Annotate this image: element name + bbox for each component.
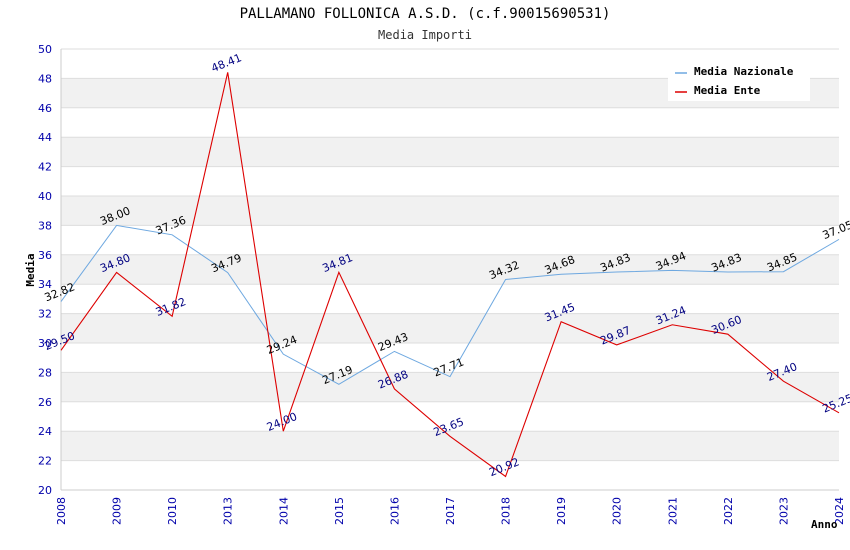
y-tick-label: 32 [38, 308, 52, 321]
y-tick-label: 28 [38, 366, 52, 379]
y-tick-labels: 20 22 24 26 28 30 32 34 36 38 40 42 44 46 48 50 [38, 43, 52, 497]
chart-subtitle: Media Importi [378, 28, 472, 42]
y-tick-label: 38 [38, 219, 52, 232]
x-tick-label: 2024 [833, 497, 846, 525]
x-axis-title: Anno [811, 518, 838, 531]
series-line-nazionale [60, 224, 840, 385]
y-tick-label: 40 [38, 190, 52, 203]
grid-band [61, 313, 839, 343]
data-label: 29.50 [43, 329, 77, 353]
series-lines [60, 72, 840, 478]
grid-band [61, 196, 839, 226]
y-tick-label: 48 [38, 72, 52, 85]
y-tick-label: 20 [38, 484, 52, 497]
x-tick-label: 2015 [333, 497, 346, 525]
x-tick-label: 2018 [500, 497, 513, 525]
x-tick-label: 2020 [611, 497, 624, 525]
x-tick-label: 2013 [222, 497, 235, 525]
x-tick-label: 2023 [777, 497, 790, 525]
x-tick-label: 2022 [722, 497, 735, 525]
chart-title: PALLAMANO FOLLONICA A.S.D. (c.f.90015690… [240, 6, 611, 22]
axes [60, 49, 839, 491]
legend: Media Nazionale Media Ente [668, 61, 810, 101]
y-tick-label: 26 [38, 396, 52, 409]
x-tick-label: 2021 [666, 497, 679, 525]
legend-label-nazionale: Media Nazionale [694, 65, 794, 78]
y-axis-title: Media [24, 253, 37, 286]
x-tick-label: 2016 [388, 497, 401, 525]
y-tick-label: 46 [38, 102, 52, 115]
grid-band [61, 254, 839, 285]
legend-box [668, 61, 810, 101]
grid-band [61, 431, 839, 461]
y-tick-label: 22 [38, 455, 52, 468]
series-line-ente [60, 72, 840, 478]
y-tick-label: 42 [38, 161, 52, 174]
legend-label-ente: Media Ente [694, 84, 761, 97]
data-label: 24.00 [265, 410, 299, 434]
x-tick-label: 2010 [166, 497, 179, 525]
y-tick-label: 34 [38, 278, 52, 291]
y-tick-label: 36 [38, 249, 52, 262]
x-tick-label: 2014 [277, 497, 290, 525]
y-tick-label: 50 [38, 43, 52, 56]
x-tick-label: 2017 [444, 497, 457, 525]
data-label: 48.41 [209, 51, 243, 75]
y-tick-label: 30 [38, 337, 52, 350]
x-tick-label: 2009 [111, 497, 124, 525]
x-tick-label: 2019 [555, 497, 568, 525]
grid-band [61, 137, 839, 167]
grid-band [61, 372, 839, 402]
grid-bands [61, 78, 839, 461]
x-tick-labels: 2008 2009 2010 2013 2014 2015 2016 2017 2018 2019… [55, 497, 846, 525]
x-tick-label: 2008 [55, 497, 68, 525]
y-tick-label: 24 [38, 425, 52, 438]
y-tick-label: 44 [38, 131, 52, 144]
